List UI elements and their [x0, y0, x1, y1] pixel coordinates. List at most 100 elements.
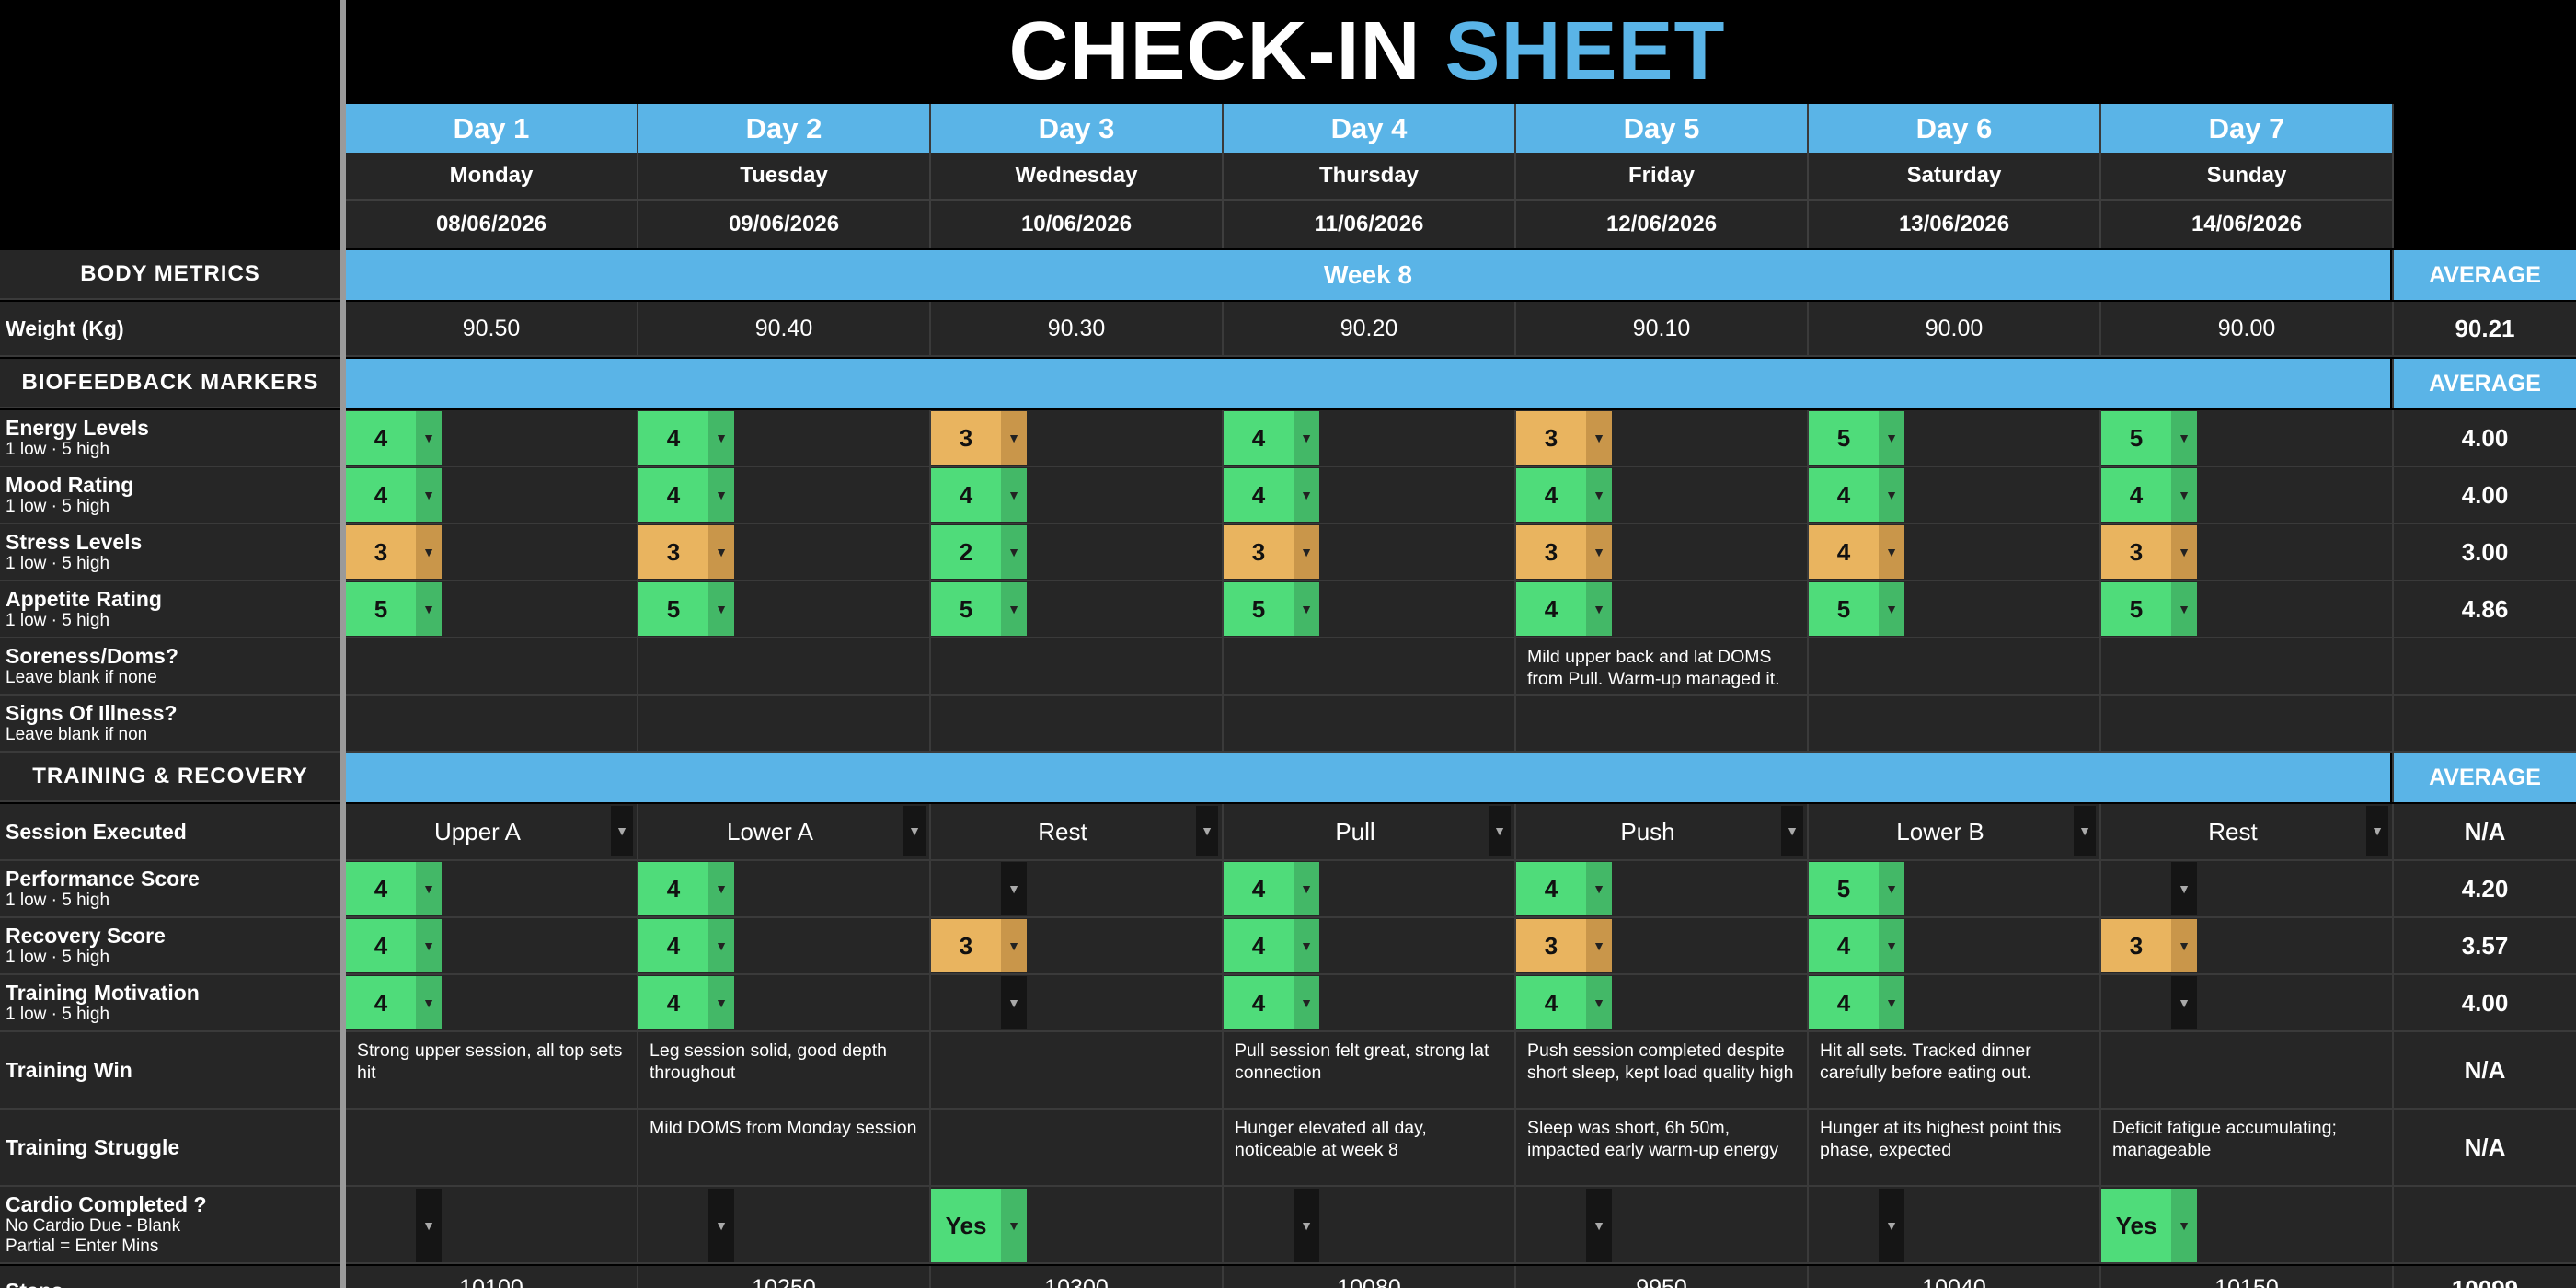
mood-rating-select[interactable]: 4 ▼	[1809, 468, 1904, 522]
training-win-day-1[interactable]: Strong upper session, all top sets hit	[346, 1032, 638, 1110]
chevron-down-icon[interactable]: ▼	[708, 976, 734, 1029]
stress-levels-select[interactable]: 3 ▼	[346, 525, 442, 579]
frozen-column-divider[interactable]	[340, 0, 346, 1288]
appetite-rating-day-5[interactable]: 4 ▼	[1516, 581, 1809, 638]
chevron-down-icon[interactable]: ▼	[708, 919, 734, 972]
chevron-down-icon[interactable]: ▼	[708, 1189, 734, 1262]
session-select-day-3[interactable]: Rest ▼	[931, 804, 1224, 861]
training-motivation-day-6[interactable]: 4 ▼	[1809, 975, 2101, 1032]
chevron-down-icon[interactable]: ▼	[1294, 919, 1319, 972]
recovery-score-select[interactable]: 4 ▼	[638, 919, 734, 972]
training-struggle-day-1[interactable]	[346, 1110, 638, 1187]
mood-rating-select[interactable]: 4 ▼	[346, 468, 442, 522]
performance-score-select[interactable]: 4 ▼	[1516, 862, 1612, 915]
chevron-down-icon[interactable]: ▼	[1001, 1189, 1027, 1262]
recovery-score-day-2[interactable]: 4 ▼	[638, 918, 931, 975]
cardio-day-7[interactable]: Yes ▼	[2101, 1187, 2394, 1264]
mood-rating-select[interactable]: 4 ▼	[931, 468, 1027, 522]
chevron-down-icon[interactable]: ▼	[1586, 862, 1612, 915]
appetite-rating-select[interactable]: 5 ▼	[2101, 582, 2197, 636]
training-struggle-day-6[interactable]: Hunger at its highest point this phase, …	[1809, 1110, 2101, 1187]
training-win-day-6[interactable]: Hit all sets. Tracked dinner carefully b…	[1809, 1032, 2101, 1110]
chevron-down-icon[interactable]: ▼	[708, 862, 734, 915]
appetite-rating-select[interactable]: 5 ▼	[638, 582, 734, 636]
session-select-day-2[interactable]: Lower A ▼	[638, 804, 931, 861]
cardio-day-2[interactable]: ▼	[638, 1187, 931, 1264]
performance-score-day-4[interactable]: 4 ▼	[1224, 861, 1516, 918]
appetite-rating-day-6[interactable]: 5 ▼	[1809, 581, 2101, 638]
appetite-rating-day-4[interactable]: 5 ▼	[1224, 581, 1516, 638]
mood-rating-day-7[interactable]: 4 ▼	[2101, 467, 2394, 524]
soreness-doms-day-1[interactable]	[346, 638, 638, 696]
performance-score-select[interactable]: 5 ▼	[1809, 862, 1904, 915]
soreness-doms-day-3[interactable]	[931, 638, 1224, 696]
recovery-score-select[interactable]: 3 ▼	[1516, 919, 1612, 972]
chevron-down-icon[interactable]: ▼	[2171, 919, 2197, 972]
weight-day-3[interactable]: 90.30	[931, 302, 1224, 357]
stress-levels-day-5[interactable]: 3 ▼	[1516, 524, 1809, 581]
performance-score-day-1[interactable]: 4 ▼	[346, 861, 638, 918]
chevron-down-icon[interactable]: ▼	[1586, 525, 1612, 579]
chevron-down-icon[interactable]: ▼	[416, 525, 442, 579]
cardio-select[interactable]: ▼	[708, 1189, 734, 1262]
recovery-score-day-7[interactable]: 3 ▼	[2101, 918, 2394, 975]
appetite-rating-select[interactable]: 5 ▼	[1224, 582, 1319, 636]
weight-day-6[interactable]: 90.00	[1809, 302, 2101, 357]
chevron-down-icon[interactable]: ▼	[1294, 1189, 1319, 1262]
mood-rating-select[interactable]: 4 ▼	[2101, 468, 2197, 522]
training-motivation-select[interactable]: 4 ▼	[1516, 976, 1612, 1029]
stress-levels-select[interactable]: 3 ▼	[1224, 525, 1319, 579]
chevron-down-icon[interactable]: ▼	[1196, 806, 1218, 856]
training-motivation-select[interactable]: 4 ▼	[1809, 976, 1904, 1029]
appetite-rating-select[interactable]: 4 ▼	[1516, 582, 1612, 636]
training-win-day-3[interactable]	[931, 1032, 1224, 1110]
chevron-down-icon[interactable]: ▼	[2171, 411, 2197, 465]
energy-levels-day-6[interactable]: 5 ▼	[1809, 410, 2101, 467]
session-select-day-6[interactable]: Lower B ▼	[1809, 804, 2101, 861]
mood-rating-day-1[interactable]: 4 ▼	[346, 467, 638, 524]
signs-of-illness-day-2[interactable]	[638, 696, 931, 753]
signs-of-illness-day-1[interactable]	[346, 696, 638, 753]
chevron-down-icon[interactable]: ▼	[2171, 582, 2197, 636]
recovery-score-select[interactable]: 4 ▼	[346, 919, 442, 972]
chevron-down-icon[interactable]: ▼	[1879, 976, 1904, 1029]
training-motivation-select[interactable]: ▼	[1001, 976, 1027, 1029]
cardio-day-1[interactable]: ▼	[346, 1187, 638, 1264]
training-motivation-day-4[interactable]: 4 ▼	[1224, 975, 1516, 1032]
energy-levels-select[interactable]: 5 ▼	[1809, 411, 1904, 465]
energy-levels-select[interactable]: 5 ▼	[2101, 411, 2197, 465]
chevron-down-icon[interactable]: ▼	[1879, 919, 1904, 972]
chevron-down-icon[interactable]: ▼	[2171, 468, 2197, 522]
soreness-doms-day-2[interactable]	[638, 638, 931, 696]
cardio-select[interactable]: ▼	[1586, 1189, 1612, 1262]
chevron-down-icon[interactable]: ▼	[1001, 919, 1027, 972]
recovery-score-select[interactable]: 3 ▼	[2101, 919, 2197, 972]
stress-levels-select[interactable]: 3 ▼	[638, 525, 734, 579]
training-struggle-day-5[interactable]: Sleep was short, 6h 50m, impacted early …	[1516, 1110, 1809, 1187]
appetite-rating-select[interactable]: 5 ▼	[931, 582, 1027, 636]
chevron-down-icon[interactable]: ▼	[416, 468, 442, 522]
chevron-down-icon[interactable]: ▼	[1879, 1189, 1904, 1262]
chevron-down-icon[interactable]: ▼	[1294, 582, 1319, 636]
training-motivation-day-5[interactable]: 4 ▼	[1516, 975, 1809, 1032]
weight-day-7[interactable]: 90.00	[2101, 302, 2394, 357]
chevron-down-icon[interactable]: ▼	[903, 806, 926, 856]
energy-levels-select[interactable]: 4 ▼	[638, 411, 734, 465]
chevron-down-icon[interactable]: ▼	[611, 806, 633, 856]
cardio-day-3[interactable]: Yes ▼	[931, 1187, 1224, 1264]
session-select-day-7[interactable]: Rest ▼	[2101, 804, 2394, 861]
chevron-down-icon[interactable]: ▼	[2171, 862, 2197, 915]
stress-levels-day-6[interactable]: 4 ▼	[1809, 524, 2101, 581]
training-motivation-select[interactable]: 4 ▼	[638, 976, 734, 1029]
mood-rating-day-3[interactable]: 4 ▼	[931, 467, 1224, 524]
recovery-score-select[interactable]: 4 ▼	[1809, 919, 1904, 972]
mood-rating-day-5[interactable]: 4 ▼	[1516, 467, 1809, 524]
training-win-day-5[interactable]: Push session completed despite short sle…	[1516, 1032, 1809, 1110]
mood-rating-select[interactable]: 4 ▼	[1224, 468, 1319, 522]
recovery-score-day-4[interactable]: 4 ▼	[1224, 918, 1516, 975]
training-motivation-day-3[interactable]: ▼	[931, 975, 1224, 1032]
chevron-down-icon[interactable]: ▼	[1001, 976, 1027, 1029]
energy-levels-select[interactable]: 4 ▼	[346, 411, 442, 465]
training-win-day-4[interactable]: Pull session felt great, strong lat conn…	[1224, 1032, 1516, 1110]
signs-of-illness-day-4[interactable]	[1224, 696, 1516, 753]
